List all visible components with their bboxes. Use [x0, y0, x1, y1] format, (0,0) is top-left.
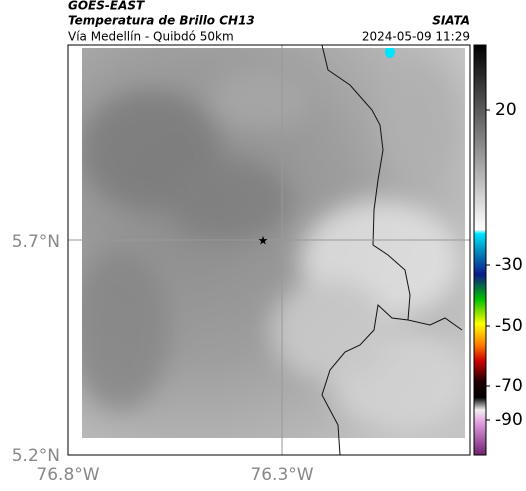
map-frame	[67, 44, 471, 456]
station-marker: ★	[258, 234, 269, 248]
colorbar-tick-label: 20	[495, 100, 517, 120]
lon-tick-label: 76.3°W	[250, 465, 313, 485]
colorbar-tick-label: -90	[495, 410, 523, 430]
lat-tick-label: 5.7°N	[12, 232, 60, 252]
border-line	[321, 44, 463, 456]
colorbar-ticks: 20 -30 -50 -70 -90	[486, 100, 523, 430]
datetime: 2024-05-09 11:29	[362, 30, 470, 44]
colorbar-tick-label: -30	[495, 255, 523, 275]
product: Temperatura de Brillo CH13	[68, 14, 255, 28]
satellite: GOES-EAST	[68, 0, 145, 13]
colorbar-tick-label: -50	[495, 316, 523, 336]
colorbar	[473, 44, 487, 456]
lat-tick-label: 5.2°N	[12, 446, 60, 466]
location: Vía Medellín - Quibdó 50km	[68, 30, 234, 44]
lon-tick-label: 76.8°W	[36, 465, 99, 485]
imagery	[82, 48, 465, 438]
colorbar-tick-label: -70	[495, 376, 523, 396]
source: SIATA	[432, 14, 470, 28]
